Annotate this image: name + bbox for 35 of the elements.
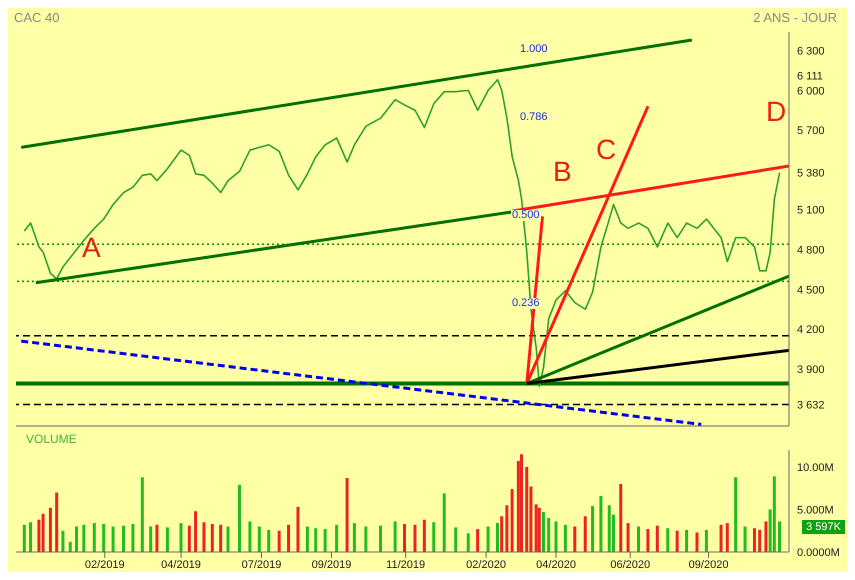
annotation: A <box>82 232 101 263</box>
annotation: 0.786 <box>519 111 549 123</box>
x-tick-label: 04/2019 <box>161 558 201 571</box>
y-tick-label: 5 100 <box>797 204 825 217</box>
y-tick-label: 4 800 <box>797 244 825 256</box>
y-tick-label: 4 200 <box>797 324 825 336</box>
y-tick-label: 0.0000M <box>797 546 840 559</box>
x-tick-label: 06/2020 <box>610 558 650 571</box>
chart-subtitle: 2 ANS - JOUR <box>753 10 837 25</box>
y-tick-label: 3 900 <box>797 364 825 376</box>
text: 3 597K <box>802 520 845 534</box>
y-tick-label: 5.000M <box>797 504 834 516</box>
y-tick-label: 3 632 <box>797 399 825 412</box>
annotation: 0.500 <box>511 209 541 221</box>
x-tick-label: 11/2019 <box>386 558 426 571</box>
x-tick-label: 09/2019 <box>312 558 352 571</box>
y-tick-label: 5 380 <box>797 168 825 180</box>
y-tick-label: 5 700 <box>797 125 825 138</box>
x-tick-label: 02/2019 <box>84 558 125 571</box>
x-tick-label: 09/2020 <box>688 558 728 571</box>
annotation: 1.000 <box>519 43 549 55</box>
x-tick-label: 04/2020 <box>536 558 576 571</box>
annotation: C <box>596 134 616 165</box>
x-tick-label: 02/2020 <box>466 558 506 571</box>
y-tick-label: 10.00M <box>797 462 834 474</box>
x-tick-label: 07/2019 <box>242 558 282 571</box>
y-tick-label: 6 000 <box>797 85 825 98</box>
y-tick-label: 6 111 <box>797 70 823 83</box>
chart-title: VOLUME <box>26 432 77 446</box>
y-tick-label: 4 500 <box>797 284 825 296</box>
chart-title: CAC 40 <box>14 10 60 25</box>
y-tick-label: 6 300 <box>797 45 825 58</box>
annotation: D <box>766 96 786 127</box>
annotation: 0.236 <box>511 297 541 309</box>
annotation: B <box>553 156 572 187</box>
